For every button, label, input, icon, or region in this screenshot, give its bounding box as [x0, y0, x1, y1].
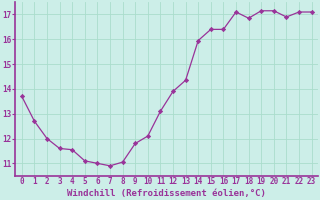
X-axis label: Windchill (Refroidissement éolien,°C): Windchill (Refroidissement éolien,°C) [67, 189, 266, 198]
